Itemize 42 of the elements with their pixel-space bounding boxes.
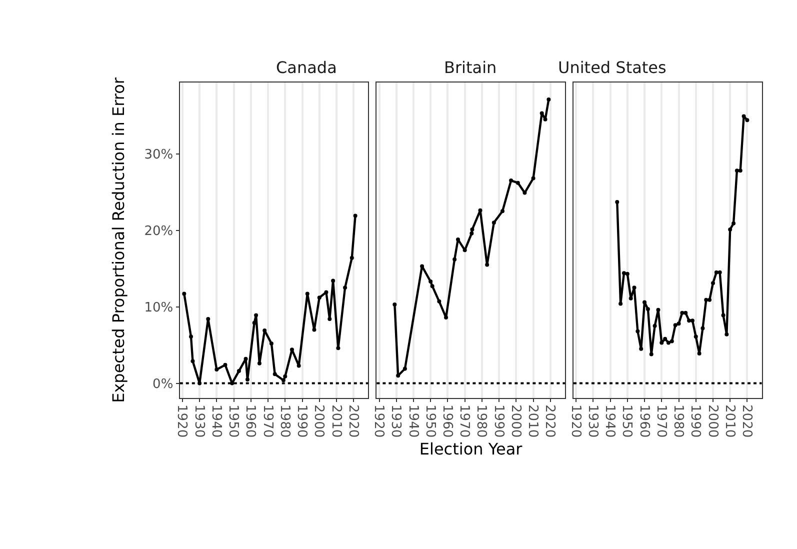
x-tick-label: 1930 xyxy=(388,404,404,438)
y-axis-title: Expected Proportional Reduction in Error xyxy=(109,77,128,403)
x-tick-label: 1980 xyxy=(474,404,489,438)
x-tick-label: 1960 xyxy=(439,404,454,438)
x-tick-label: 2000 xyxy=(704,404,720,438)
x-tick-label: 1980 xyxy=(276,404,292,438)
y-tick-label: 0% xyxy=(152,376,174,392)
x-tick-label: 1920 xyxy=(174,404,190,438)
x-tick-label: 1950 xyxy=(619,404,634,438)
x-tick-label: 1950 xyxy=(226,404,241,438)
x-tick-label: 2000 xyxy=(508,404,523,438)
x-tick-label: 1990 xyxy=(688,404,703,438)
x-tick-label: 1960 xyxy=(636,404,652,438)
y-tick-label: 30% xyxy=(144,147,174,162)
x-tick-label: 1960 xyxy=(242,404,258,438)
x-tick-label: 1990 xyxy=(490,404,506,438)
x-tick-label: 1930 xyxy=(191,404,206,438)
chart-title: United States xyxy=(558,58,666,77)
x-tick-label: 1920 xyxy=(371,404,386,438)
x-tick-label: 1970 xyxy=(653,404,668,438)
x-tick-label: 2010 xyxy=(722,404,737,438)
x-tick-label: 2010 xyxy=(525,404,540,438)
x-tick-label: 2020 xyxy=(542,404,558,438)
x-tick-label: 1980 xyxy=(670,404,686,438)
x-axis-title: Election Year xyxy=(419,439,523,458)
y-tick-label: 10% xyxy=(144,300,174,316)
x-tick-label: 2000 xyxy=(311,404,326,438)
x-tick-label: 2010 xyxy=(328,404,344,438)
x-tick-label: 2020 xyxy=(345,404,360,438)
x-tick-label: 1970 xyxy=(456,404,472,438)
chart-title: Canada xyxy=(276,58,337,77)
chart-title: Britain xyxy=(444,58,497,77)
x-tick-label: 1920 xyxy=(568,404,583,438)
x-tick-label: 1940 xyxy=(602,404,618,438)
x-tick-label: 1940 xyxy=(405,404,420,438)
x-tick-label: 1970 xyxy=(260,404,275,438)
x-tick-label: 1950 xyxy=(422,404,438,438)
x-tick-label: 1940 xyxy=(208,404,224,438)
x-tick-label: 1990 xyxy=(294,404,310,438)
x-tick-label: 2020 xyxy=(738,404,754,438)
x-tick-label: 1930 xyxy=(584,404,600,438)
y-tick-label: 20% xyxy=(144,224,174,239)
